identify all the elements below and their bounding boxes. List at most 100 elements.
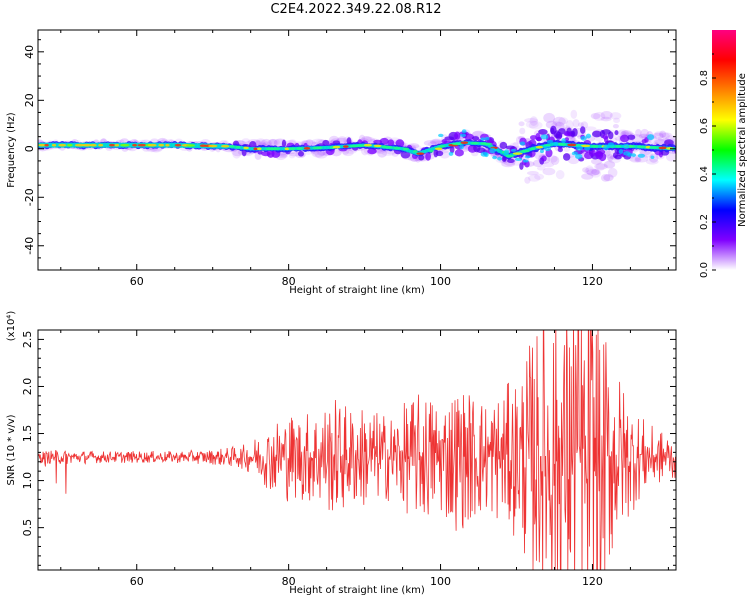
- x-tick-label: 100: [430, 275, 451, 288]
- spectral-blob: [281, 139, 287, 148]
- colorbar-tick-label: 0.2: [699, 214, 710, 230]
- spectral-spot: [492, 155, 497, 160]
- y-tick-label: 20: [23, 93, 36, 107]
- snr-series-line: [38, 330, 676, 570]
- spectral-peak: [108, 143, 115, 147]
- spectral-halo: [657, 135, 668, 142]
- spectral-blob: [535, 133, 541, 141]
- spectral-halo: [590, 112, 601, 120]
- spectral-spot: [459, 133, 467, 138]
- spectral-spot: [461, 129, 467, 134]
- spectral-halo: [628, 156, 641, 162]
- spectral-halo: [528, 121, 543, 130]
- spectral-halo: [613, 117, 621, 124]
- spectral-halo: [241, 138, 251, 144]
- spectral-halo: [550, 155, 560, 165]
- spectral-halo: [582, 167, 590, 173]
- spectral-peak: [89, 143, 97, 147]
- spectral-peak: [560, 143, 567, 146]
- spectral-blob: [627, 134, 636, 140]
- spectral-halo: [315, 139, 325, 145]
- spectral-peak: [373, 144, 382, 148]
- spectral-halo: [565, 120, 574, 130]
- spectral-peak: [303, 147, 311, 150]
- spectral-peak: [529, 147, 536, 151]
- spectral-halo: [612, 123, 619, 129]
- spectral-peak: [460, 141, 469, 145]
- y-axis-label: SNR (10 * v/v): [6, 414, 17, 485]
- spectral-peak: [51, 143, 57, 147]
- spectral-peak: [147, 143, 157, 147]
- spectral-blob: [499, 141, 508, 150]
- colorbar: [712, 30, 736, 270]
- spectral-spot: [514, 157, 523, 161]
- spectral-halo: [609, 112, 622, 120]
- spectral-peak: [137, 143, 147, 147]
- spectral-spot: [484, 136, 490, 141]
- spectral-blob: [558, 128, 566, 135]
- spectral-spot: [510, 148, 517, 152]
- spectral-halo: [645, 158, 659, 165]
- spectral-halo: [584, 126, 597, 131]
- y-tick-label: 1.5: [21, 425, 34, 443]
- spectral-halo: [621, 130, 633, 136]
- spectral-blob: [297, 150, 305, 157]
- colorbar-tick-label: 0.6: [699, 118, 710, 134]
- y-tick-label: 2.0: [21, 378, 34, 396]
- spectral-halo: [591, 158, 603, 165]
- spectral-peak: [590, 145, 599, 148]
- spectral-blob: [541, 155, 547, 162]
- spectral-halo: [558, 117, 569, 125]
- spectral-spot: [637, 153, 646, 158]
- spectral-peak: [614, 145, 622, 148]
- spectral-spot: [574, 153, 583, 159]
- spectral-halo: [570, 109, 578, 119]
- spectral-peak: [636, 145, 646, 149]
- spectral-halo: [603, 160, 616, 169]
- x-tick-label: 60: [130, 575, 144, 588]
- spectral-spot: [650, 155, 655, 159]
- spectral-blob: [591, 130, 602, 138]
- spectral-halo: [552, 116, 566, 127]
- spectral-spot: [480, 151, 488, 157]
- spectral-blob: [607, 131, 614, 140]
- spectral-spot: [543, 145, 552, 152]
- spectral-spot: [575, 145, 583, 151]
- spectral-spot: [580, 135, 587, 141]
- spectral-halo: [534, 173, 545, 180]
- spectral-spot: [584, 146, 591, 151]
- spectral-halo: [526, 170, 539, 176]
- spectral-halo: [288, 152, 296, 159]
- spectral-halo: [659, 130, 667, 138]
- spectral-blob: [464, 133, 475, 141]
- spectral-peak: [412, 149, 418, 153]
- spectral-peak: [535, 145, 544, 149]
- spectral-halo: [584, 167, 598, 175]
- spectral-peak: [270, 147, 281, 151]
- colorbar-label: Normalized spectral amplitude: [737, 73, 748, 227]
- spectral-halo: [659, 132, 672, 137]
- spectral-halo: [429, 138, 442, 145]
- spectral-peak: [451, 142, 462, 146]
- spectral-halo: [607, 154, 614, 162]
- spectral-halo: [278, 151, 288, 157]
- spectral-peak: [186, 144, 196, 147]
- spectral-blob: [612, 152, 618, 159]
- spectral-halo: [542, 162, 555, 168]
- spectral-halo: [305, 139, 314, 146]
- y-tick-label: 40: [23, 45, 36, 59]
- spectral-peak: [512, 152, 523, 155]
- spectral-halo: [586, 169, 600, 176]
- spectral-halo: [600, 173, 611, 182]
- x-tick-label: 120: [582, 575, 603, 588]
- spectral-spot: [519, 141, 526, 146]
- colorbar-tick-label: 0.8: [699, 70, 710, 86]
- spectral-blob: [595, 149, 606, 155]
- spectral-peak: [38, 143, 46, 147]
- spectral-peak: [393, 146, 401, 150]
- spectral-halo: [635, 128, 642, 137]
- spectral-blob: [580, 126, 586, 134]
- spectral-spot: [524, 155, 531, 159]
- spectral-halo: [528, 174, 541, 182]
